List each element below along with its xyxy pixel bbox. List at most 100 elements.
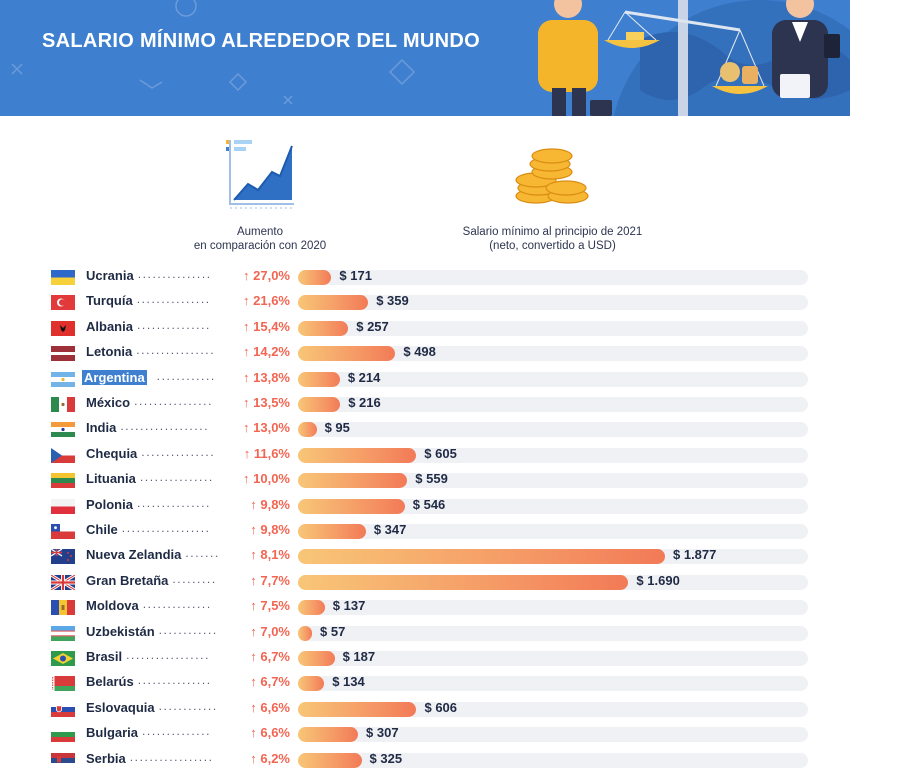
scale-icon (604, 0, 768, 116)
decor-marks (11, 0, 416, 105)
value-label: $ 359 (376, 293, 409, 309)
category-label: México (86, 395, 131, 410)
dot-leader: ............... (136, 317, 211, 332)
bar-track (298, 498, 808, 514)
chart-row: Albania............... ↑ 15,4% $ 257 (0, 315, 914, 340)
chart-row: Serbia................. ↑ 6,2% $ 325 (0, 747, 914, 772)
dot-leader: ............... (137, 673, 212, 688)
increase-label: ↑ 7,0% (250, 623, 290, 639)
value-label: $ 57 (320, 623, 346, 639)
increase-label: ↑ 21,6% (243, 293, 290, 309)
increase-label: ↑ 6,6% (250, 699, 290, 715)
category-label: Brasil (86, 649, 123, 664)
bar (298, 752, 362, 768)
increase-label: ↑ 7,5% (250, 598, 290, 614)
bar (298, 295, 369, 311)
category-label: Argentina (82, 369, 147, 385)
increase-label: ↑ 9,8% (250, 496, 290, 512)
bar-track (298, 320, 808, 336)
pl-flag-icon (51, 498, 75, 514)
bar (298, 676, 325, 692)
category-label: Albania (86, 318, 133, 334)
bar-track (298, 524, 808, 539)
category-label: Belarús (86, 674, 134, 690)
bar (298, 600, 325, 616)
increase-label: ↑ 11,6% (243, 445, 290, 461)
in-flag-icon (51, 422, 75, 438)
banner-illustration (11, 0, 850, 116)
ua-flag-icon (51, 270, 75, 285)
by-flag-icon (51, 676, 75, 692)
dot-leader: ............... (136, 292, 211, 307)
chart-row: Ucrania............... ↑ 27,0% $ 171 (0, 264, 914, 289)
value-label: $ 347 (373, 522, 407, 537)
cl-flag-icon (51, 524, 75, 539)
br-flag-icon (51, 651, 75, 666)
value-label: $ 134 (332, 674, 365, 690)
chart-row: Argentina............ ↑ 13,8% $ 214 (0, 366, 914, 391)
category-label: Letonia (86, 344, 133, 360)
value-label: $ 325 (369, 750, 403, 766)
chart-row: Brasil................. ↑ 6,7% $ 187 (0, 645, 914, 670)
increase-label: ↑ 6,7% (250, 649, 290, 664)
bar (298, 473, 408, 489)
bar-track (298, 295, 808, 311)
bar (298, 320, 349, 336)
dot-leader: .............. (142, 597, 212, 612)
bar (298, 422, 317, 438)
mx-flag-icon (51, 397, 75, 412)
chart-row: Lituania............... ↑ 10,0% $ 559 (0, 467, 914, 492)
increase-label: ↑ 10,0% (243, 471, 290, 487)
chart-row: India.................. ↑ 13,0% $ 95 (0, 416, 914, 441)
chart-row: Chile.................. ↑ 9,8% $ 347 (0, 518, 914, 543)
dot-leader: ......... (172, 571, 217, 586)
bar-track (298, 270, 808, 285)
bar (298, 651, 335, 666)
value-label: $ 498 (403, 344, 436, 360)
value-label: $ 605 (424, 445, 457, 461)
dot-leader: ............... (139, 470, 214, 485)
chart-row: Eslovaquia............ ↑ 6,6% $ 606 (0, 696, 914, 721)
dot-leader: ................. (129, 749, 214, 764)
increase-label: ↑ 8,1% (250, 547, 290, 563)
bar-track (298, 371, 808, 387)
md-flag-icon (51, 600, 75, 616)
page-title: SALARIO MÍNIMO ALREDEDOR DEL MUNDO (42, 30, 480, 52)
salary-header-line1: Salario mínimo al principio de 2021 (462, 226, 643, 238)
lt-flag-icon (51, 473, 75, 489)
person-right-icon (772, 0, 840, 98)
bar-track (298, 625, 808, 641)
salary-column-header: Salario mínimo al principio de 2021 (net… (430, 225, 675, 253)
chart-row: Moldova.............. ↑ 7,5% $ 137 (0, 594, 914, 619)
uz-flag-icon (51, 625, 75, 641)
dot-leader: ............... (136, 495, 211, 510)
dot-leader: ....... (185, 546, 220, 561)
header-banner: SALARIO MÍNIMO ALREDEDOR DEL MUNDO (0, 0, 850, 116)
value-label: $ 171 (339, 268, 372, 283)
category-label: Nueva Zelandia (86, 547, 182, 563)
chart-row: Chequia............... ↑ 11,6% $ 605 (0, 442, 914, 467)
category-label: Ucrania (86, 268, 134, 283)
value-label: $ 1.690 (636, 572, 680, 588)
bar-track (298, 422, 808, 438)
coins-icon (515, 148, 589, 204)
value-label: $ 95 (324, 420, 350, 436)
increase-label: ↑ 7,7% (250, 572, 290, 588)
category-label: Gran Bretaña (86, 572, 169, 588)
value-label: $ 546 (412, 496, 446, 512)
increase-label: ↑ 14,2% (243, 344, 290, 360)
dot-leader: ............ (158, 698, 218, 713)
increase-label: ↑ 13,0% (243, 420, 290, 436)
bar (298, 574, 629, 590)
bar (298, 549, 665, 565)
category-label: Polonia (86, 496, 133, 512)
bar-track (298, 346, 808, 362)
category-label: Chequia (86, 445, 138, 461)
chart-row: Turquía............... ↑ 21,6% $ 359 (0, 289, 914, 314)
al-flag-icon (51, 320, 75, 336)
dot-leader: ............... (137, 267, 212, 281)
bar (298, 625, 312, 641)
dot-leader: ............... (141, 444, 216, 459)
increase-label: ↑ 13,8% (243, 369, 290, 385)
bar (298, 397, 341, 412)
